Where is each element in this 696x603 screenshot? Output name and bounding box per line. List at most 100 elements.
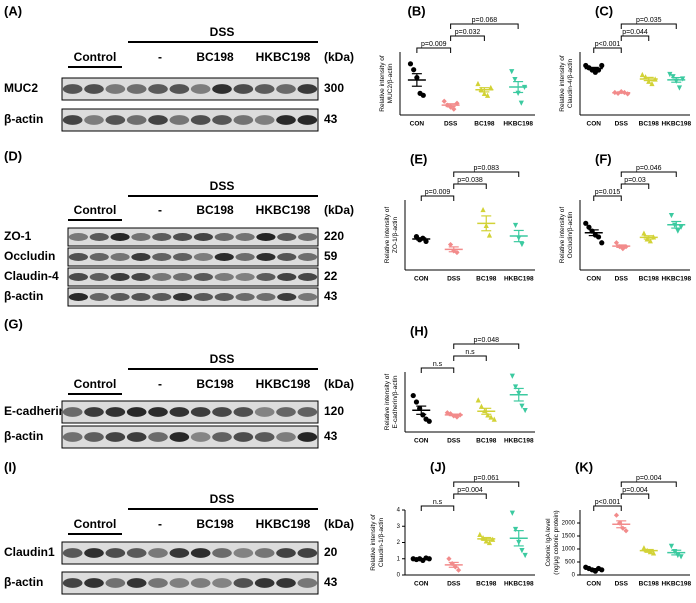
group-label: Control bbox=[74, 517, 117, 531]
data-point bbox=[512, 384, 519, 390]
band bbox=[256, 293, 276, 301]
comparison-label: p=0.035 bbox=[636, 17, 662, 24]
kda-label: 43 bbox=[324, 112, 338, 126]
data-point bbox=[457, 412, 463, 418]
band bbox=[68, 293, 88, 301]
data-point bbox=[644, 236, 650, 242]
data-point bbox=[413, 233, 420, 240]
band bbox=[212, 432, 232, 442]
band bbox=[190, 115, 211, 125]
y-tick-label: 2000 bbox=[562, 521, 576, 527]
group-label: HKBC198 bbox=[256, 50, 311, 64]
group-label: BC198 bbox=[196, 203, 234, 217]
band bbox=[235, 233, 255, 241]
y-axis-label: Relative intensity ofE-cadherin/β-actin bbox=[384, 374, 399, 431]
comparison-bracket bbox=[453, 355, 487, 361]
band bbox=[193, 253, 214, 261]
comparison-label: p=0.068 bbox=[472, 17, 498, 24]
data-point bbox=[599, 240, 605, 246]
x-tick-label: HKBC198 bbox=[661, 581, 691, 588]
comparison-label: p=0.061 bbox=[474, 475, 500, 482]
band bbox=[190, 407, 211, 417]
comparison-label: p=0.046 bbox=[636, 165, 662, 172]
y-tick-label: 1500 bbox=[562, 534, 576, 540]
comparison-label: p=0.004 bbox=[636, 475, 662, 482]
x-tick-label: DSS bbox=[447, 276, 461, 283]
data-point bbox=[444, 102, 451, 108]
data-point bbox=[509, 373, 515, 379]
y-axis-label-line: E-cadherin/β-actin bbox=[392, 375, 399, 428]
data-point bbox=[617, 520, 623, 526]
band bbox=[233, 578, 254, 588]
group-label: BC198 bbox=[196, 377, 234, 391]
comparison-bracket bbox=[620, 183, 650, 189]
band bbox=[84, 578, 104, 588]
data-point bbox=[454, 249, 460, 256]
data-point bbox=[515, 90, 521, 96]
data-point bbox=[447, 241, 454, 248]
data-point bbox=[518, 100, 524, 106]
band bbox=[256, 273, 276, 281]
band bbox=[169, 407, 190, 417]
group-header: DSS bbox=[210, 25, 235, 39]
data-point bbox=[512, 76, 518, 83]
data-point bbox=[455, 567, 462, 573]
band bbox=[173, 233, 193, 241]
data-point bbox=[641, 545, 647, 551]
data-point bbox=[620, 246, 626, 252]
band bbox=[233, 84, 254, 94]
data-point bbox=[475, 397, 481, 403]
comparison-label: n.s bbox=[433, 361, 443, 368]
band bbox=[131, 233, 151, 241]
band bbox=[277, 233, 297, 241]
panel-label: (F) bbox=[595, 151, 612, 166]
comparison-label: p=0.009 bbox=[421, 41, 447, 48]
y-axis-label-line: Relative intensity of bbox=[384, 374, 391, 431]
data-point bbox=[650, 234, 657, 240]
band bbox=[131, 293, 151, 301]
band bbox=[173, 293, 193, 301]
x-tick-label: BC198 bbox=[639, 121, 660, 128]
comparison-label: n.s bbox=[433, 499, 443, 506]
data-point bbox=[612, 89, 618, 96]
data-point bbox=[583, 220, 589, 226]
data-point bbox=[441, 98, 447, 104]
blot-strip bbox=[61, 571, 319, 595]
comparison-bracket bbox=[450, 23, 519, 29]
data-point bbox=[407, 61, 414, 67]
x-tick-label: HKBC198 bbox=[504, 276, 534, 283]
data-point bbox=[426, 418, 432, 424]
data-point bbox=[478, 86, 484, 93]
band bbox=[254, 432, 275, 442]
data-point bbox=[414, 74, 420, 81]
kda-label: 22 bbox=[324, 269, 338, 283]
data-point bbox=[668, 543, 675, 549]
band bbox=[173, 273, 193, 281]
band bbox=[277, 253, 297, 261]
band bbox=[190, 548, 211, 558]
data-point bbox=[509, 510, 515, 516]
x-tick-label: HKBC198 bbox=[503, 121, 533, 128]
band bbox=[152, 273, 172, 281]
band bbox=[190, 432, 211, 442]
comparison-label: p=0.004 bbox=[457, 487, 483, 494]
data-point bbox=[644, 547, 650, 553]
comparison-label: n.s bbox=[465, 349, 475, 356]
y-axis-label-line: Colonic IgA level bbox=[545, 518, 552, 567]
comparison-label: p=0.044 bbox=[622, 29, 648, 36]
band bbox=[148, 115, 168, 125]
band bbox=[254, 407, 275, 417]
protein-name: β-actin bbox=[4, 289, 43, 303]
data-point bbox=[672, 549, 678, 555]
blot-strip bbox=[67, 267, 319, 287]
group-label: - bbox=[158, 203, 162, 217]
data-point bbox=[670, 74, 676, 80]
data-point bbox=[641, 230, 647, 236]
data-point bbox=[672, 222, 678, 228]
band bbox=[214, 233, 234, 241]
band bbox=[126, 407, 147, 417]
protein-name: Claudin1 bbox=[4, 545, 55, 559]
comparison-label: p=0.015 bbox=[595, 189, 621, 196]
band bbox=[212, 407, 232, 417]
band bbox=[169, 548, 190, 558]
